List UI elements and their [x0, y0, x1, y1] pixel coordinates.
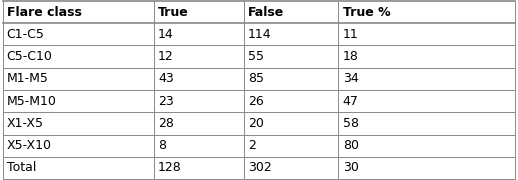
- Text: 80: 80: [342, 139, 358, 152]
- Text: 30: 30: [342, 161, 358, 174]
- Text: 128: 128: [158, 161, 182, 174]
- Text: Flare class: Flare class: [7, 6, 82, 19]
- Text: M1-M5: M1-M5: [7, 72, 49, 85]
- Text: 55: 55: [248, 50, 264, 63]
- Text: 58: 58: [342, 117, 358, 130]
- Text: 23: 23: [158, 95, 174, 108]
- Text: 8: 8: [158, 139, 166, 152]
- Text: 302: 302: [248, 161, 271, 174]
- Text: 12: 12: [158, 50, 174, 63]
- Text: 11: 11: [342, 28, 358, 41]
- Text: 2: 2: [248, 139, 256, 152]
- Text: 28: 28: [158, 117, 174, 130]
- Text: True %: True %: [342, 6, 390, 19]
- Text: X5-X10: X5-X10: [7, 139, 52, 152]
- Text: 43: 43: [158, 72, 174, 85]
- Text: C5-C10: C5-C10: [7, 50, 53, 63]
- Text: 20: 20: [248, 117, 264, 130]
- Text: 34: 34: [342, 72, 358, 85]
- Text: True: True: [158, 6, 189, 19]
- Text: 47: 47: [342, 95, 358, 108]
- Text: 114: 114: [248, 28, 271, 41]
- Text: M5-M10: M5-M10: [7, 95, 56, 108]
- Text: Total: Total: [7, 161, 36, 174]
- Text: 85: 85: [248, 72, 264, 85]
- Text: 14: 14: [158, 28, 174, 41]
- Text: False: False: [248, 6, 284, 19]
- Text: C1-C5: C1-C5: [7, 28, 45, 41]
- Text: X1-X5: X1-X5: [7, 117, 44, 130]
- Text: 18: 18: [342, 50, 358, 63]
- Text: 26: 26: [248, 95, 264, 108]
